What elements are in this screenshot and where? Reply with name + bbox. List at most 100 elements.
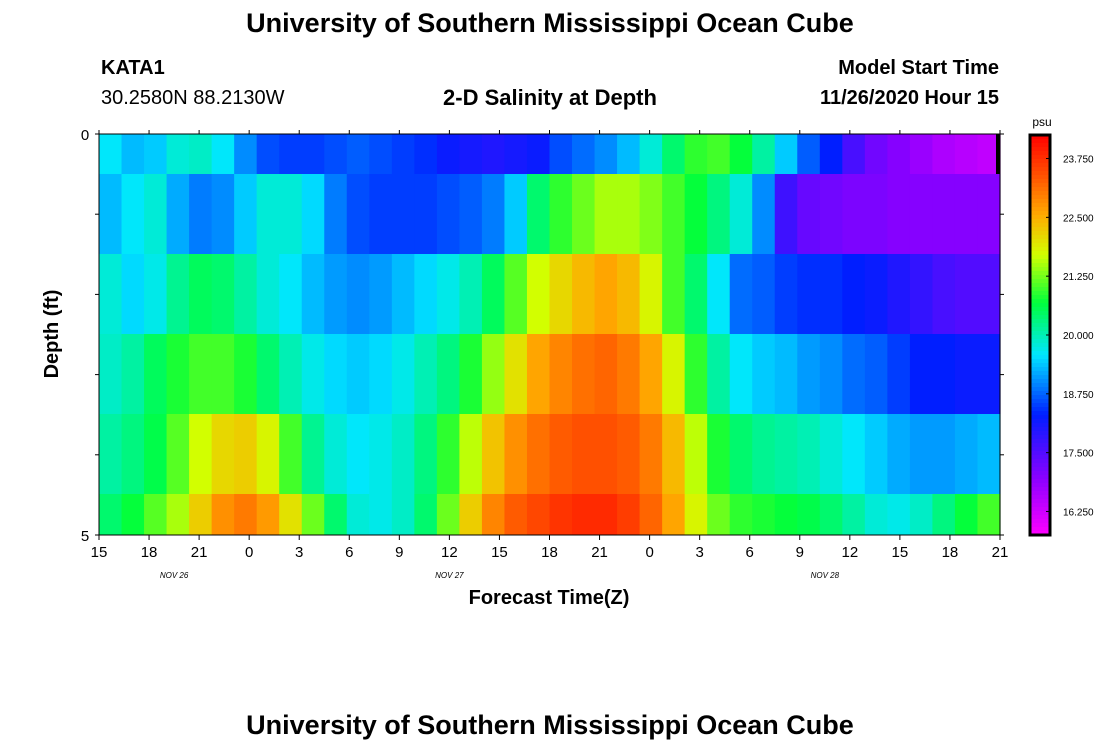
heatmap-cell [234, 254, 258, 334]
x-date-label: NOV 27 [435, 571, 464, 580]
heatmap-cell [414, 414, 438, 494]
colorbar-segment [1030, 215, 1050, 220]
heatmap-cell [414, 134, 438, 174]
colorbar-segment [1030, 455, 1050, 460]
heatmap-cell [481, 174, 506, 254]
x-tick-label: 12 [441, 544, 458, 561]
colorbar-segment [1030, 327, 1050, 332]
x-date-label: NOV 26 [160, 571, 189, 580]
x-tick-label: 21 [591, 544, 608, 561]
station-coords: 30.2580N 88.2130W [101, 87, 285, 109]
heatmap-cell [887, 174, 911, 254]
heatmap-cell [526, 494, 551, 535]
heatmap-cell [797, 254, 821, 334]
colorbar-segment [1030, 275, 1050, 280]
colorbar-segment [1030, 207, 1050, 212]
colorbar-tick-label: 17.500 [1063, 449, 1094, 460]
heatmap-cell [662, 334, 686, 414]
heatmap-cell [842, 334, 866, 414]
heatmap-cell [324, 134, 348, 174]
heatmap-cell [752, 134, 776, 174]
colorbar-segment [1030, 267, 1050, 272]
heatmap-cell [977, 254, 1001, 334]
heatmap-cell [707, 174, 731, 254]
colorbar-segment [1030, 347, 1050, 352]
colorbar-segment [1030, 487, 1050, 492]
colorbar-segment [1030, 431, 1050, 436]
colorbar-segment [1030, 187, 1050, 192]
heatmap-cell [752, 254, 776, 334]
heatmap-cell [617, 334, 641, 414]
heatmap-cell [279, 254, 303, 334]
colorbar-segment [1030, 195, 1050, 200]
heatmap-cell [166, 414, 190, 494]
colorbar-segment [1030, 443, 1050, 448]
colorbar-segment [1030, 251, 1050, 256]
heatmap-cell [211, 414, 235, 494]
heatmap-cell [166, 254, 190, 334]
heatmap-cell [977, 174, 1001, 254]
heatmap-cell [594, 254, 618, 334]
x-tick-label: 6 [345, 544, 353, 561]
colorbar-segment [1030, 283, 1050, 288]
colorbar-segment [1030, 371, 1050, 376]
heatmap-cell [346, 334, 370, 414]
colorbar-segment [1030, 271, 1050, 276]
heatmap-cell [842, 134, 866, 174]
heatmap-cell [189, 134, 213, 174]
x-tick-label: 12 [841, 544, 858, 561]
heatmap-cell [144, 134, 168, 174]
colorbar-segment [1030, 523, 1050, 528]
heatmap-cell [166, 334, 190, 414]
colorbar-segment [1030, 171, 1050, 176]
heatmap-cell [459, 334, 483, 414]
heatmap-cell [234, 414, 258, 494]
heatmap-cell [279, 414, 303, 494]
heatmap-cell [662, 254, 686, 334]
heatmap-cell [279, 134, 303, 174]
heatmap-cell [279, 334, 303, 414]
heatmap-cell [977, 334, 1001, 414]
colorbar-segment [1030, 515, 1050, 520]
heatmap-cell [729, 254, 753, 334]
colorbar-segment [1030, 291, 1050, 296]
heatmap-cell [166, 134, 190, 174]
colorbar-segment [1030, 343, 1050, 348]
colorbar-segment [1030, 211, 1050, 216]
heatmap-cell [459, 134, 483, 174]
heatmap-cell [526, 174, 551, 254]
y-tick-label: 5 [81, 528, 89, 545]
heatmap-cell [166, 174, 190, 254]
heatmap-cell [977, 134, 1001, 174]
colorbar-segment [1030, 439, 1050, 444]
colorbar-segment [1030, 367, 1050, 372]
heatmap-cell [887, 414, 911, 494]
heatmap-cell [909, 174, 934, 254]
colorbar-segment [1030, 143, 1050, 148]
heatmap-cell [797, 134, 821, 174]
heatmap-cell [774, 334, 798, 414]
heatmap-cell [301, 494, 325, 535]
heatmap-cell [932, 494, 956, 535]
colorbar-segment [1030, 287, 1050, 292]
heatmap-cell [346, 414, 370, 494]
heatmap-cell [324, 254, 348, 334]
heatmap-cell [549, 134, 573, 174]
colorbar-segment [1030, 395, 1050, 400]
colorbar-segment [1030, 167, 1050, 172]
heatmap-cell [391, 494, 415, 535]
heatmap-cell [617, 494, 641, 535]
x-tick-label: 15 [491, 544, 508, 561]
x-tick-label: 18 [141, 544, 158, 561]
heatmap-cell [909, 334, 934, 414]
heatmap-cell [774, 174, 798, 254]
heatmap-cell [842, 254, 866, 334]
heatmap-cell [391, 174, 415, 254]
heatmap-cell [189, 334, 213, 414]
heatmap-cell [459, 414, 483, 494]
colorbar-segment [1030, 451, 1050, 456]
heatmap-cell [459, 494, 483, 535]
heatmap-cell [504, 414, 528, 494]
heatmap-cell [887, 134, 911, 174]
